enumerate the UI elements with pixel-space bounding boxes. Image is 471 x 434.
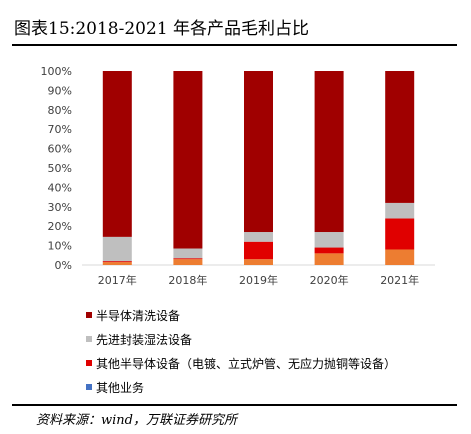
bar-segment bbox=[385, 249, 415, 265]
x-tick-label: 2020年 bbox=[310, 273, 349, 287]
y-tick-label: 30% bbox=[48, 201, 72, 214]
legend-swatch bbox=[86, 336, 92, 342]
legend-item: 其他业务 bbox=[86, 375, 396, 399]
legend-swatch bbox=[86, 384, 92, 390]
bar-segment bbox=[244, 232, 273, 242]
bar-segment bbox=[314, 253, 344, 265]
legend-swatch bbox=[86, 360, 92, 366]
y-tick-label: 100% bbox=[41, 65, 72, 78]
legend-label: 先进封装湿法设备 bbox=[96, 332, 193, 347]
y-tick-label: 60% bbox=[48, 143, 72, 156]
y-tick-label: 10% bbox=[48, 240, 72, 253]
y-tick-label: 70% bbox=[48, 123, 72, 136]
stacked-bar-chart: 0% 10% 20% 30% 40% 50% 60% 70% 80% 90% 100% 2017年 20… bbox=[41, 65, 435, 287]
bar-segment bbox=[314, 232, 344, 248]
legend-item: 其他半导体设备（电镀、立式炉管、无应力抛铜等设备） bbox=[86, 351, 396, 375]
x-tick-label: 2017年 bbox=[98, 273, 137, 287]
bar-segment bbox=[385, 202, 415, 219]
chart-legend: 半导体清洗设备 先进封装湿法设备其他半导体设备（电镀、立式炉管、无应力抛铜等设备）… bbox=[86, 303, 396, 399]
legend-swatch bbox=[86, 312, 92, 318]
bar-segment bbox=[244, 241, 273, 260]
bottom-rule bbox=[12, 404, 457, 406]
bar-segment bbox=[173, 259, 203, 265]
x-tick-label: 2018年 bbox=[168, 273, 207, 287]
chart-title: 图表15:2018-2021 年各产品毛利占比 bbox=[14, 19, 310, 39]
y-tick-label: 90% bbox=[48, 84, 72, 97]
y-tick-label: 50% bbox=[48, 162, 72, 175]
legend-item: 半导体清洗设备 bbox=[86, 303, 396, 327]
x-tick-label: 2021年 bbox=[380, 273, 419, 287]
bar-segment bbox=[314, 247, 344, 254]
bar-segment bbox=[173, 248, 203, 259]
y-tick-label: 20% bbox=[48, 220, 72, 233]
bar-segment bbox=[102, 236, 132, 262]
legend-label: 其他业务 bbox=[96, 380, 145, 395]
bar-segment bbox=[102, 261, 132, 263]
bar-segment bbox=[244, 259, 273, 265]
bar-segment bbox=[385, 71, 415, 203]
bar-segment bbox=[173, 258, 203, 260]
bar-segment bbox=[244, 71, 273, 233]
legend-item: 先进封装湿法设备 bbox=[86, 327, 396, 351]
top-rule bbox=[12, 44, 457, 46]
y-tick-label: 80% bbox=[48, 104, 72, 117]
bar-segment bbox=[314, 71, 344, 233]
source-note: 资料来源：wind，万联证券研究所 bbox=[36, 413, 237, 428]
y-tick-label: 0% bbox=[55, 259, 72, 272]
legend-label: 其他半导体设备（电镀、立式炉管、无应力抛铜等设备） bbox=[96, 356, 397, 371]
bar-segment bbox=[385, 218, 415, 250]
bar-segment bbox=[102, 71, 132, 237]
bar-segment bbox=[102, 262, 132, 265]
x-tick-label: 2019年 bbox=[239, 273, 278, 287]
y-tick-label: 40% bbox=[48, 181, 72, 194]
legend-label: 半导体清洗设备 bbox=[96, 308, 181, 323]
bar-segment bbox=[173, 71, 203, 249]
